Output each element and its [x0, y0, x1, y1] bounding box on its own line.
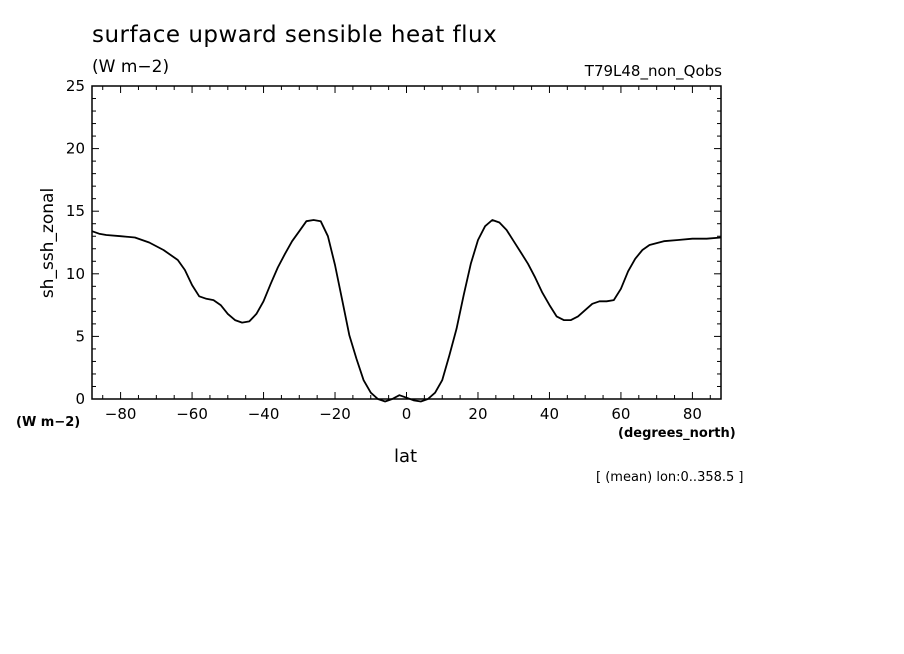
tick-labels: −80 −60 −40 −20 0 20 40 60 80 0 5 10 15 20 25 [66, 77, 702, 423]
chart-title: surface upward sensible heat flux [92, 22, 498, 48]
y-tick-label: 25 [66, 77, 85, 95]
x-tick-label: 0 [402, 405, 412, 423]
y-tick-label: 20 [66, 140, 85, 158]
chart-units: (W m−2) [92, 57, 170, 77]
y-tick-label: 0 [75, 390, 85, 408]
y-axis-units: (W m−2) [16, 415, 81, 430]
x-tick-label: 80 [683, 405, 702, 423]
axis-ticks [92, 85, 721, 400]
y-tick-label: 15 [66, 202, 85, 220]
x-tick-label: −20 [319, 405, 351, 423]
x-axis-label: lat [394, 446, 418, 467]
x-tick-label: 40 [540, 405, 559, 423]
y-axis-label: sh_ssh_zonal [38, 188, 58, 298]
x-tick-label: −80 [105, 405, 137, 423]
x-tick-label: −60 [176, 405, 208, 423]
y-tick-label: 10 [66, 265, 85, 283]
x-tick-label: −40 [248, 405, 280, 423]
x-tick-label: 20 [468, 405, 487, 423]
series-line [91, 219, 722, 403]
run-id-label: T79L48_non_Qobs [584, 62, 722, 80]
x-tick-label: 60 [611, 405, 630, 423]
plot-frame [91, 85, 722, 400]
y-tick-label: 5 [75, 327, 85, 345]
x-axis-units: (degrees_north) [618, 426, 736, 441]
mean-note: [ (mean) lon:0..358.5 ] [596, 470, 744, 485]
